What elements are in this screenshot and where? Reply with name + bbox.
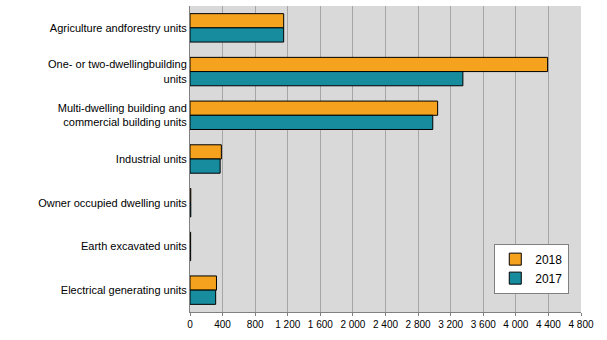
svg-text:2018: 2018 bbox=[535, 253, 562, 267]
svg-text:Multi-dwelling building andcom: Multi-dwelling building andcommercial bu… bbox=[58, 102, 188, 128]
svg-text:0: 0 bbox=[187, 319, 193, 330]
svg-text:3 600: 3 600 bbox=[471, 319, 496, 330]
svg-text:Agriculture andforestry units: Agriculture andforestry units bbox=[50, 22, 187, 34]
svg-text:Industrial units: Industrial units bbox=[116, 153, 187, 165]
svg-text:1 200: 1 200 bbox=[275, 319, 300, 330]
svg-text:2 000: 2 000 bbox=[340, 319, 365, 330]
svg-text:One- or two-dwellingbuildingun: One- or two-dwellingbuildingunits bbox=[48, 58, 187, 84]
svg-text:2 400: 2 400 bbox=[373, 319, 398, 330]
svg-text:Electrical generating units: Electrical generating units bbox=[61, 284, 187, 296]
svg-text:Owner occupied dwelling units: Owner occupied dwelling units bbox=[38, 197, 187, 209]
svg-text:4 000: 4 000 bbox=[503, 319, 528, 330]
svg-text:Earth excavated units: Earth excavated units bbox=[81, 240, 187, 252]
svg-text:2017: 2017 bbox=[535, 272, 562, 286]
svg-text:3 200: 3 200 bbox=[438, 319, 463, 330]
svg-text:4 800: 4 800 bbox=[568, 319, 593, 330]
svg-text:800: 800 bbox=[247, 319, 264, 330]
svg-text:1 600: 1 600 bbox=[308, 319, 333, 330]
svg-text:2 800: 2 800 bbox=[406, 319, 431, 330]
svg-text:400: 400 bbox=[214, 319, 231, 330]
svg-text:4 400: 4 400 bbox=[536, 319, 561, 330]
